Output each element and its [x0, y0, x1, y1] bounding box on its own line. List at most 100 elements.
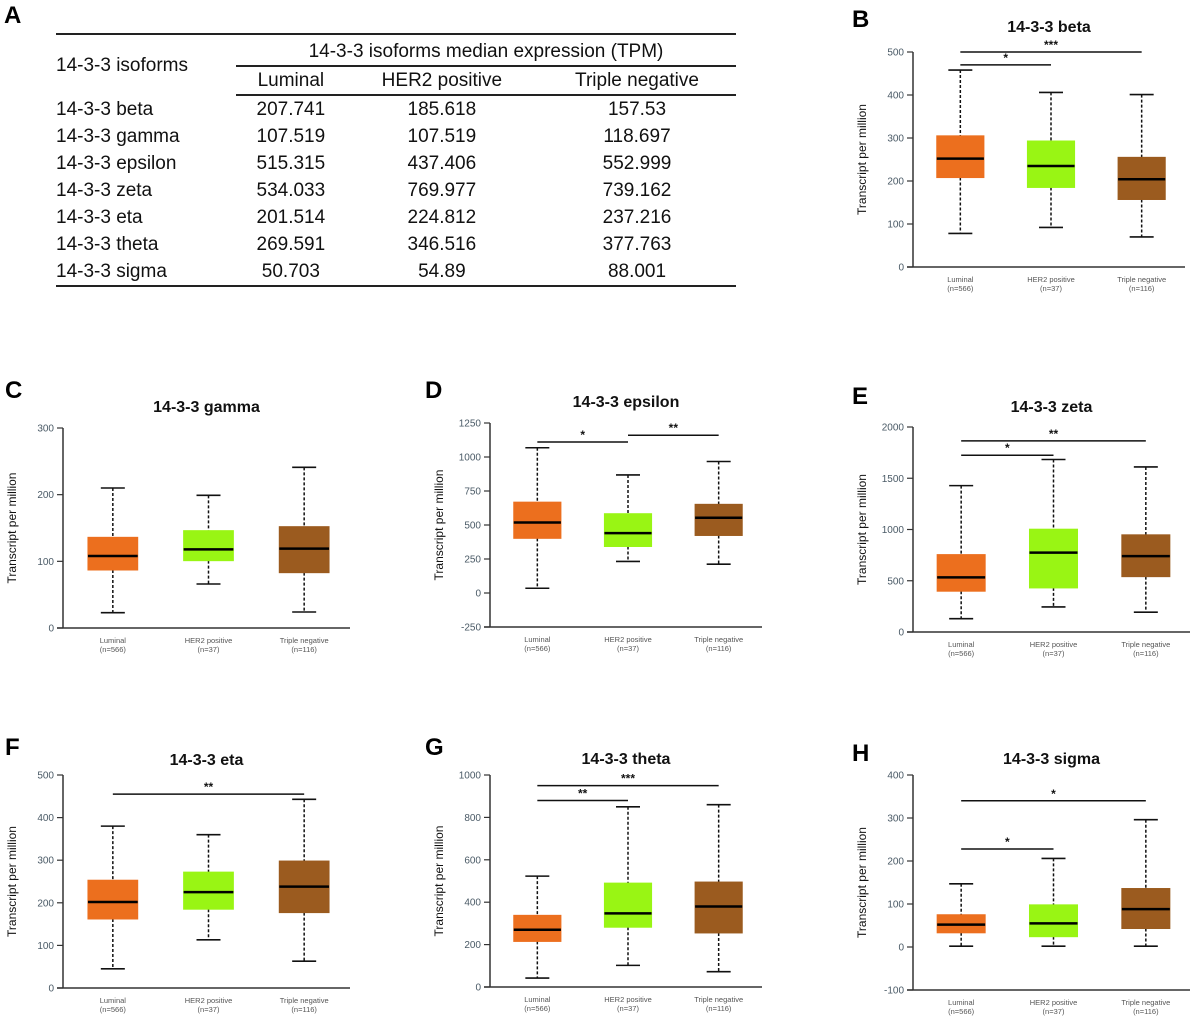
x-category-label: HER2 positive [1030, 640, 1078, 649]
table-cell: 346.516 [407, 234, 477, 255]
y-tick-label: 400 [37, 813, 54, 824]
panel-letter-e: E [852, 383, 869, 410]
y-tick-label: 0 [48, 984, 54, 995]
y-tick-label: 100 [37, 557, 54, 568]
x-n-label: (n=566) [947, 284, 974, 293]
panel-letter-d: D [425, 377, 443, 404]
boxplot-epsilon: 14-3-3 epsilon Transcript per million -250… [432, 394, 762, 653]
x-category-label: Luminal [524, 635, 551, 644]
x-n-label: (n=37) [617, 644, 639, 653]
y-tick-label: 1000 [459, 771, 482, 782]
column-header: Triple negative [538, 66, 736, 96]
box-her2-positive [1028, 904, 1079, 938]
x-n-label: (n=566) [948, 1007, 975, 1016]
chart-title: 14-3-3 sigma [1003, 751, 1100, 768]
x-n-label: (n=37) [1043, 1007, 1065, 1016]
chart-title: 14-3-3 theta [582, 751, 671, 768]
isoform-name: 14-3-3 zeta [56, 180, 153, 201]
table-cell: 552.999 [602, 153, 672, 174]
box-luminal [936, 554, 986, 592]
x-n-label: (n=566) [948, 649, 975, 658]
y-tick-label: 200 [37, 490, 54, 501]
table-cell: 201.514 [256, 207, 326, 228]
boxplot-eta: 14-3-3 eta Transcript per million 0 100 200 3… [5, 752, 350, 1014]
box-her2-positive [1028, 528, 1079, 589]
boxplot-beta: 14-3-3 beta Transcript per million 0 100 200… [855, 19, 1185, 293]
significance-label: * [1005, 835, 1010, 849]
column-header: HER2 positive [345, 66, 539, 96]
x-category-label: HER2 positive [185, 636, 233, 645]
x-n-label: (n=37) [198, 1005, 220, 1014]
y-tick-label: 200 [37, 898, 54, 909]
table-cell: 157.53 [607, 99, 667, 120]
panel-letter-g: G [425, 734, 444, 761]
y-axis-label: Transcript per million [855, 827, 869, 938]
boxplot-zeta: 14-3-3 zeta Transcript per million 0 500 100… [855, 399, 1190, 658]
y-tick-label: 2000 [882, 423, 905, 434]
group-header: 14-3-3 isoforms median expression (TPM) [236, 33, 736, 67]
table-cell: 739.162 [602, 180, 672, 201]
x-n-label: (n=37) [617, 1004, 639, 1013]
isoform-name: 14-3-3 eta [56, 207, 143, 228]
x-category-label: HER2 positive [1030, 998, 1078, 1007]
box-luminal [513, 501, 562, 539]
y-tick-label: 1000 [459, 453, 482, 464]
x-n-label: (n=116) [706, 1004, 732, 1013]
isoform-name: 14-3-3 theta [56, 234, 159, 255]
row-header: 14-3-3 isoforms [56, 33, 236, 95]
chart-title: 14-3-3 gamma [153, 399, 260, 416]
y-tick-label: 400 [887, 771, 904, 782]
x-category-label: HER2 positive [604, 635, 652, 644]
y-tick-label: 0 [48, 624, 54, 635]
x-n-label: (n=566) [100, 645, 127, 654]
y-tick-label: 250 [464, 555, 481, 566]
box-luminal [87, 879, 139, 920]
significance-label: ** [1049, 427, 1059, 441]
table-row: 14-3-3 beta 207.741 185.618 157.53 [56, 95, 736, 123]
y-axis-label: Transcript per million [855, 474, 869, 585]
isoform-name: 14-3-3 sigma [56, 258, 236, 287]
box-luminal [87, 536, 139, 571]
table-cell: 88.001 [538, 258, 736, 287]
isoform-name: 14-3-3 gamma [56, 126, 180, 147]
x-n-label: (n=116) [291, 645, 317, 654]
x-n-label: (n=116) [291, 1005, 317, 1014]
x-category-label: Triple negative [1121, 998, 1170, 1007]
expression-table: 14-3-3 isoforms 14-3-3 isoforms median e… [56, 33, 736, 287]
x-category-label: Triple negative [280, 636, 329, 645]
x-n-label: (n=116) [1133, 649, 1159, 658]
panel-letter-c: C [5, 377, 23, 404]
x-n-label: (n=37) [198, 645, 220, 654]
table-cell: 237.216 [602, 207, 672, 228]
y-axis-label: Transcript per million [5, 826, 19, 937]
table-cell: 107.519 [407, 126, 477, 147]
chart-title: 14-3-3 epsilon [573, 394, 680, 411]
x-category-label: Triple negative [280, 996, 329, 1005]
x-n-label: (n=566) [524, 1004, 551, 1013]
panel-letter-a: A [4, 2, 22, 29]
y-tick-label: 300 [37, 424, 54, 435]
table-cell: 224.812 [407, 207, 477, 228]
y-axis-label: Transcript per million [855, 104, 869, 215]
table-cell: 185.618 [407, 99, 477, 120]
y-tick-label: 0 [475, 983, 481, 994]
y-tick-label: 200 [464, 940, 481, 951]
table-cell: 534.033 [256, 180, 326, 201]
x-category-label: Triple negative [1117, 275, 1166, 284]
table-cell: 107.519 [256, 126, 326, 147]
column-header: Luminal [236, 66, 346, 96]
y-tick-label: 300 [887, 814, 904, 825]
table-cell: 769.977 [407, 180, 477, 201]
table-row: 14-3-3 epsilon 515.315 437.406 552.999 [56, 150, 736, 177]
significance-label: *** [621, 772, 635, 786]
box-her2-positive [603, 513, 653, 547]
table-cell: 118.697 [603, 126, 671, 147]
y-tick-label: 300 [887, 134, 904, 145]
x-category-label: Luminal [948, 998, 975, 1007]
x-n-label: (n=566) [524, 644, 551, 653]
significance-label: * [1005, 441, 1010, 455]
x-category-label: HER2 positive [1027, 275, 1075, 284]
y-tick-label: 0 [898, 943, 904, 954]
y-tick-label: 500 [887, 48, 904, 59]
y-axis-label: Transcript per million [432, 470, 446, 581]
